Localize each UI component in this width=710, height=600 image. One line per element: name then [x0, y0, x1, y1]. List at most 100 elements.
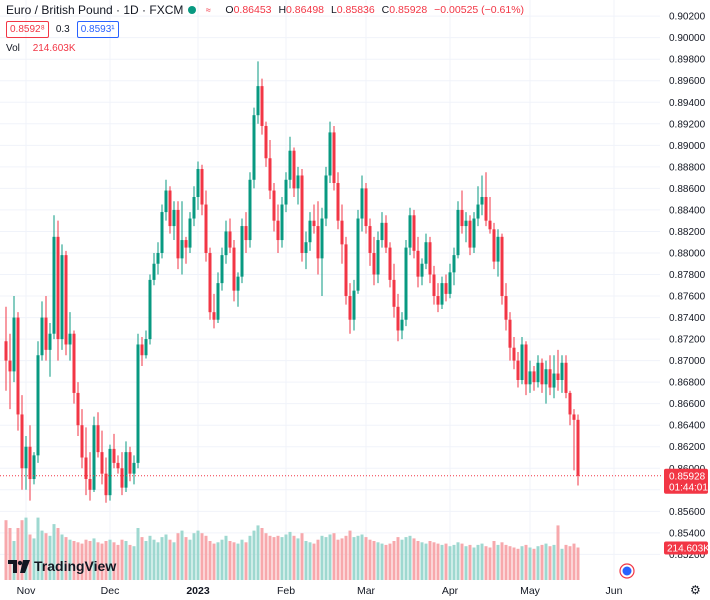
volume-bar	[416, 541, 420, 580]
candle-body	[544, 369, 548, 385]
volume-bar	[492, 541, 496, 580]
bar-countdown: 01:44:01	[669, 482, 708, 493]
y-tick-label: 0.87600	[669, 292, 706, 303]
volume-bar	[476, 544, 480, 580]
candle-body	[400, 319, 404, 331]
volume-bar	[516, 548, 520, 580]
volume-bar	[528, 547, 532, 580]
volume-bar	[328, 534, 332, 580]
y-tick-label: 0.87400	[669, 313, 706, 324]
ohlc-readout: O0.86453 H0.86498 L0.85836 C0.85928 −0.0…	[225, 4, 528, 16]
candle-body	[364, 188, 368, 227]
candle-body	[64, 255, 68, 345]
volume-bar	[236, 543, 240, 580]
buy-button[interactable]: 0.8593¹	[76, 21, 119, 38]
ohlc-change: −0.00525 (−0.61%)	[434, 4, 525, 16]
volume-bar	[168, 539, 172, 580]
data-mode-icon: ≈	[205, 5, 211, 15]
volume-bar	[252, 530, 256, 580]
volume-bar	[140, 537, 144, 580]
volume-bar	[508, 546, 512, 580]
volume-bar	[488, 547, 492, 580]
sell-button[interactable]: 0.8592⁸	[6, 21, 49, 38]
volume-bar	[304, 541, 308, 580]
volume-bar	[392, 541, 396, 580]
candle-body	[516, 360, 520, 380]
candle-body	[284, 179, 288, 205]
symbol-title[interactable]: Euro / British Pound · 1D · FXCM	[6, 3, 184, 17]
candle-body	[332, 132, 336, 184]
candle-body	[208, 252, 212, 313]
volume-bar	[568, 546, 572, 580]
candle-body	[508, 319, 512, 348]
volume-bar	[220, 539, 224, 580]
candle-body	[96, 425, 100, 453]
volume-bar	[520, 546, 524, 580]
tradingview-logo[interactable]: TradingView	[8, 558, 116, 574]
last-price-value: 0.85928	[669, 471, 706, 482]
volume-bar	[372, 541, 376, 580]
spread-value: 0.3	[55, 24, 70, 35]
volume-bar	[544, 543, 548, 580]
volume-bar	[156, 542, 160, 580]
y-tick-label: 0.86400	[669, 421, 706, 432]
y-tick-label: 0.86200	[669, 442, 706, 453]
candle-body	[456, 209, 460, 256]
candle-body	[236, 276, 240, 291]
candle-body	[268, 158, 272, 191]
volume-bar	[556, 525, 560, 580]
candle-body	[452, 255, 456, 273]
volume-bar	[284, 534, 288, 580]
candle-body	[264, 125, 268, 159]
candle-body	[320, 218, 324, 259]
volume-bar	[348, 530, 352, 580]
candle-body	[392, 279, 396, 307]
volume-bar	[536, 546, 540, 580]
settings-icon[interactable]: ⚙	[690, 583, 701, 597]
volume-legend[interactable]: Vol 214.603K	[6, 43, 76, 54]
volume-bar	[336, 539, 340, 580]
candle-body	[224, 231, 228, 256]
y-tick-label: 0.85600	[669, 507, 706, 518]
candle-body	[152, 263, 156, 280]
x-tick-label: Mar	[357, 585, 376, 597]
volume-bar	[564, 544, 568, 580]
volume-bar	[144, 541, 148, 580]
volume-bar	[128, 544, 132, 580]
volume-label: Vol	[6, 43, 20, 54]
candle-body	[384, 222, 388, 248]
volume-bar	[440, 544, 444, 580]
volume-bar	[152, 539, 156, 580]
candle-body	[44, 317, 48, 350]
volume-bar	[376, 542, 380, 580]
candle-body	[220, 255, 224, 284]
candle-body	[448, 272, 452, 294]
candle-body	[336, 183, 340, 221]
volume-bar	[120, 539, 124, 580]
time-axis[interactable]: Nov Dec 2023 Feb Mar Apr May Jun	[17, 585, 623, 597]
candle-body	[556, 373, 560, 380]
candle-body	[108, 448, 112, 496]
volume-bar	[300, 533, 304, 580]
symbol-header[interactable]: Euro / British Pound · 1D · FXCM ≈ O0.86…	[6, 3, 528, 17]
volume-bar	[112, 542, 116, 580]
volume-bar	[448, 546, 452, 580]
x-tick-label: Apr	[442, 585, 459, 597]
candle-body	[480, 197, 484, 205]
candle-body	[296, 175, 300, 189]
volume-bar	[288, 531, 292, 580]
volume-bar	[8, 528, 12, 580]
volume-tag	[664, 541, 708, 555]
volume-bar	[36, 517, 40, 580]
volume-bar	[44, 533, 48, 580]
candle-body	[112, 448, 116, 463]
candle-body	[408, 215, 412, 248]
candle-body	[344, 244, 348, 297]
market-status-icon	[188, 6, 197, 14]
volume-bar	[104, 541, 108, 580]
candle-body	[520, 344, 524, 380]
candle-body	[28, 446, 32, 480]
volume-bar	[264, 533, 268, 580]
volume-bar	[572, 543, 576, 580]
